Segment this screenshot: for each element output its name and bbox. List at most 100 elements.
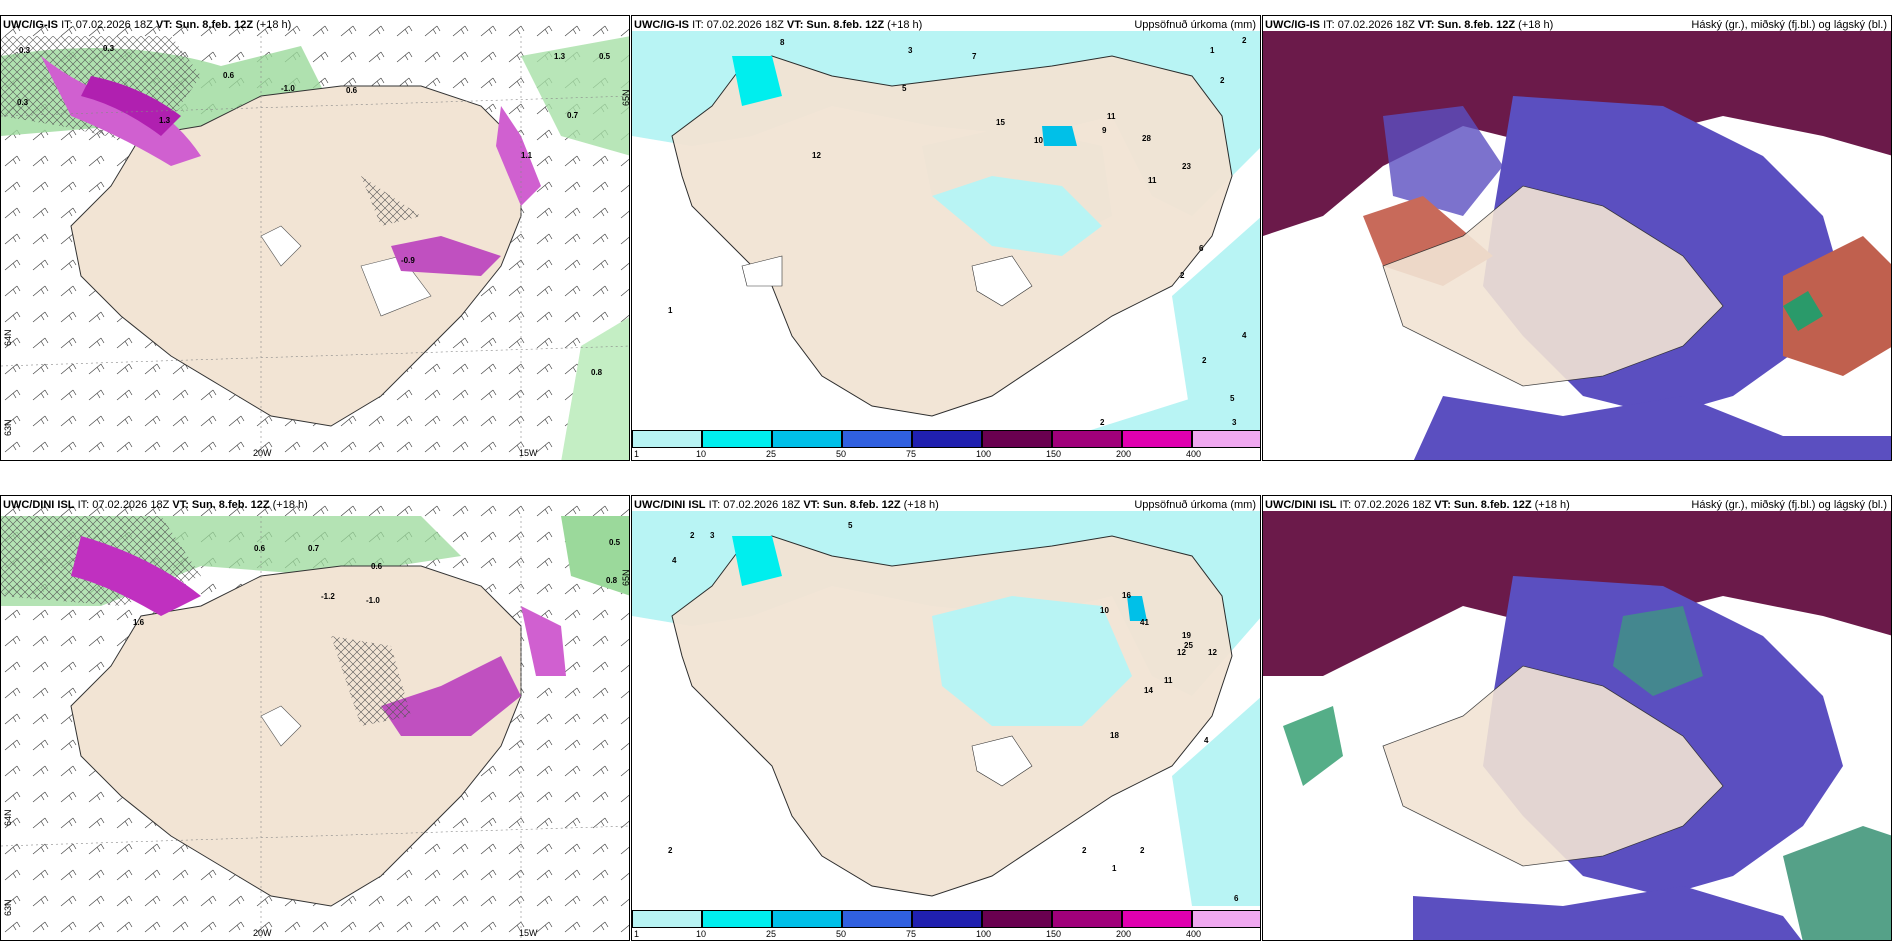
colorbar-tick-label: 1 (634, 449, 640, 459)
colorbar: 1 10 25 50 75 100 150 200 400 (632, 910, 1260, 940)
map-label: 23 (1182, 162, 1191, 171)
colorbar-tick-label: 1 (634, 929, 640, 939)
precipitation-map (632, 496, 1260, 940)
colorbar-tick-label: 75 (906, 449, 917, 459)
colorbar-tick-label: 100 (976, 449, 992, 459)
map-label: -1.0 (281, 84, 295, 93)
map-label: 2 (1180, 271, 1185, 280)
colorbar-segment (702, 910, 772, 928)
longitude-label: 15W (519, 928, 538, 938)
colorbar-segment (1122, 910, 1192, 928)
map-label: 2 (1202, 356, 1207, 365)
panel-top-mid-precipitation-map: UWC/IG-IS IT: 07.02.2026 18Z VT: Sun. 8.… (631, 15, 1261, 461)
latitude-label: 65N (621, 569, 630, 586)
colorbar-tick-label: 200 (1116, 929, 1132, 939)
colorbar-segment (842, 430, 912, 448)
map-label: 8 (780, 38, 785, 47)
colorbar-segment (912, 910, 982, 928)
lead-time: (+18 h) (1534, 499, 1570, 511)
map-label: 28 (1142, 134, 1151, 143)
valid-time: VT: Sun. 8.feb. 12Z (786, 19, 885, 31)
colorbar-segment (632, 910, 702, 928)
colorbar: 1 10 25 50 75 100 150 200 400 (632, 430, 1260, 460)
lead-time: (+18 h) (1518, 19, 1554, 31)
model-name: UWC/DINI ISL (1265, 499, 1337, 511)
map-label: 19 (1182, 631, 1191, 640)
colorbar-tick-label: 75 (906, 929, 917, 939)
colorbar-segment (1192, 910, 1260, 928)
map-label: 25 (1184, 641, 1193, 650)
colorbar-segment (982, 430, 1052, 448)
colorbar-segment (982, 910, 1052, 928)
wind-temperature-map (1, 16, 629, 460)
lead-time: (+18 h) (903, 499, 939, 511)
colorbar-segment (1122, 430, 1192, 448)
map-label: 0.5 (609, 538, 621, 547)
map-label: 1.3 (554, 52, 566, 61)
colorbar-segment (1192, 430, 1260, 448)
map-label: -0.9 (401, 256, 415, 265)
map-label: 4 (1242, 331, 1247, 340)
init-time: IT: 07.02.2026 18Z (61, 19, 153, 31)
cloud-cover-map (1263, 16, 1891, 460)
map-label: 4 (1204, 736, 1209, 745)
map-label: 3 (1232, 418, 1237, 427)
map-label: 10 (1034, 136, 1043, 145)
colorbar-tick-label: 50 (836, 449, 847, 459)
panel-header: UWC/IG-IS IT: 07.02.2026 18Z VT: Sun. 8.… (3, 19, 291, 31)
map-label: 1.6 (133, 618, 145, 627)
colorbar-segment (702, 430, 772, 448)
model-name: UWC/IG-IS (3, 19, 58, 31)
map-label: 11 (1107, 112, 1116, 121)
lead-time: (+18 h) (272, 499, 308, 511)
latitude-label: 63N (3, 419, 13, 436)
colorbar-tick-label: 150 (1046, 449, 1062, 459)
map-label: 0.6 (223, 71, 235, 80)
map-label: 6 (1199, 244, 1204, 253)
map-label: 2 (668, 846, 673, 855)
init-time: IT: 07.02.2026 18Z (1323, 19, 1415, 31)
map-label: 2 (1242, 36, 1247, 45)
field-title: Uppsöfnuð úrkoma (mm) (1134, 19, 1256, 31)
colorbar-tick-label: 150 (1046, 929, 1062, 939)
model-name: UWC/DINI ISL (634, 499, 706, 511)
map-label: 15 (996, 118, 1005, 127)
map-label: 11 (1148, 176, 1157, 185)
latitude-label: 65N (621, 89, 630, 106)
map-label: 11 (1164, 676, 1173, 685)
map-label: 12 (812, 151, 821, 160)
map-label: 2 (690, 531, 695, 540)
latitude-label: 64N (3, 329, 13, 346)
map-label: 41 (1140, 618, 1149, 627)
colorbar-tick-label: 100 (976, 929, 992, 939)
longitude-label: 20W (253, 928, 272, 938)
colorbar-segment (1052, 910, 1122, 928)
lead-time: (+18 h) (256, 19, 292, 31)
map-label: -1.2 (321, 592, 335, 601)
map-label: 1 (668, 306, 673, 315)
map-label: 12 (1177, 648, 1186, 657)
map-label: 10 (1100, 606, 1109, 615)
map-label: 6 (1234, 894, 1239, 903)
map-label: 0.3 (103, 44, 115, 53)
map-label: 2 (1082, 846, 1087, 855)
panel-header: UWC/DINI ISL IT: 07.02.2026 18Z VT: Sun.… (634, 499, 939, 511)
panel-header: UWC/DINI ISL IT: 07.02.2026 18Z VT: Sun.… (1265, 499, 1570, 511)
init-time: IT: 07.02.2026 18Z (1339, 499, 1432, 511)
map-label: 18 (1110, 731, 1119, 740)
map-label: 0.3 (17, 98, 29, 107)
colorbar-tick-label: 25 (766, 929, 777, 939)
colorbar-segment (842, 910, 912, 928)
model-name: UWC/DINI ISL (3, 499, 75, 511)
colorbar-tick-label: 400 (1186, 449, 1202, 459)
map-label: 7 (972, 52, 977, 61)
field-title: Uppsöfnuð úrkoma (mm) (1134, 499, 1256, 511)
colorbar-tick-label: 10 (696, 929, 707, 939)
field-title: Háský (gr.), miðský (fj.bl.) og lágský (… (1691, 499, 1887, 511)
map-label: 0.6 (254, 544, 266, 553)
panel-bottom-mid-precipitation-map: UWC/DINI ISL IT: 07.02.2026 18Z VT: Sun.… (631, 495, 1261, 941)
init-time: IT: 07.02.2026 18Z (77, 499, 170, 511)
map-label: 12 (1208, 648, 1217, 657)
map-label: 3 (710, 531, 715, 540)
wind-temperature-map (1, 496, 629, 940)
